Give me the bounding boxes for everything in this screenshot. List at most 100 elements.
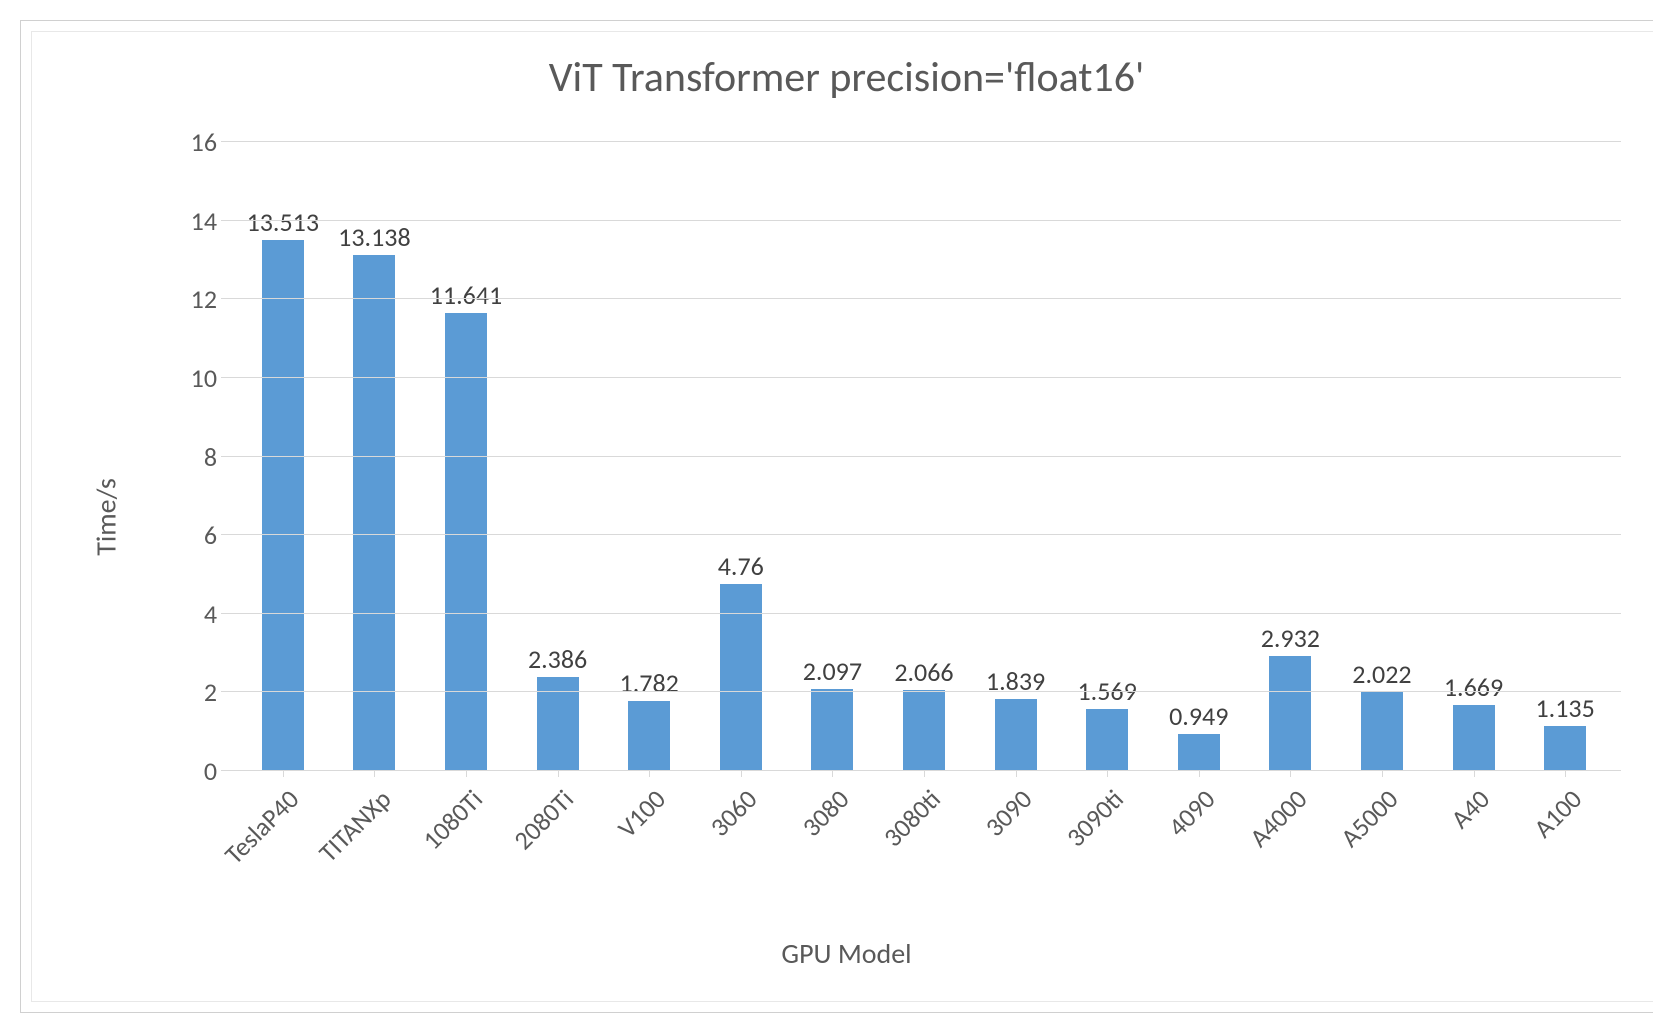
bar: 11.641 [445, 313, 487, 771]
y-tick-mark [221, 456, 227, 457]
y-tick-label: 6 [177, 519, 217, 551]
bar-slot: 13.138 [329, 142, 421, 771]
x-tick-mark [924, 771, 925, 777]
chart-container: ViT Transformer precision='float16' Time… [20, 20, 1653, 1013]
bar-slot: 1.569 [1061, 142, 1153, 771]
x-tick-mark [1565, 771, 1566, 777]
x-tick-mark [1107, 771, 1108, 777]
y-axis-label: Time/s [88, 478, 123, 556]
grid-line [227, 534, 1621, 535]
bar-value-label: 1.782 [620, 667, 679, 699]
bar: 1.569 [1086, 709, 1128, 771]
bar: 2.066 [903, 690, 945, 771]
x-category-label: A100 [1527, 783, 1588, 844]
x-axis-label: GPU Model [781, 936, 911, 971]
y-tick-label: 10 [177, 362, 217, 394]
y-tick-label: 4 [177, 598, 217, 630]
bar-slot: 13.513 [237, 142, 329, 771]
bar-slot: 2.386 [512, 142, 604, 771]
bar-slot: 1.782 [603, 142, 695, 771]
x-category-label: 3090ti [1060, 783, 1130, 853]
bar-value-label: 2.097 [803, 655, 862, 687]
x-category-label: TITANXp [312, 783, 397, 868]
y-tick-mark [221, 298, 227, 299]
grid-line [227, 456, 1621, 457]
x-category-label: A5000 [1334, 783, 1405, 854]
y-tick-mark [221, 534, 227, 535]
bar-value-label: 2.066 [894, 656, 953, 688]
x-category-label: A40 [1444, 783, 1496, 835]
grid-line [227, 298, 1621, 299]
y-tick-label: 8 [177, 441, 217, 473]
bar: 2.097 [811, 689, 853, 771]
y-tick-mark [221, 141, 227, 142]
x-tick-mark [1290, 771, 1291, 777]
bar-value-label: 2.022 [1352, 658, 1411, 690]
grid-line [227, 691, 1621, 692]
bar-value-label: 13.513 [247, 206, 319, 238]
bars-container: 13.51313.13811.6412.3861.7824.762.0972.0… [227, 142, 1621, 771]
x-category-label: 3060 [703, 783, 763, 843]
bar-value-label: 1.669 [1444, 671, 1503, 703]
bar-value-label: 13.138 [338, 221, 410, 253]
y-tick-label: 12 [177, 283, 217, 315]
x-tick-mark [283, 771, 284, 777]
x-tick-mark [741, 771, 742, 777]
bar-slot: 2.932 [1245, 142, 1337, 771]
x-tick-mark [558, 771, 559, 777]
bar-value-label: 0.949 [1169, 700, 1228, 732]
plot-wrapper: 13.51313.13811.6412.3861.7824.762.0972.0… [162, 142, 1621, 771]
x-category-label: 3090 [978, 783, 1038, 843]
bar-slot: 2.022 [1336, 142, 1428, 771]
plot-area: 13.51313.13811.6412.3861.7824.762.0972.0… [227, 142, 1621, 771]
bar-slot: 11.641 [420, 142, 512, 771]
bar-slot: 2.066 [878, 142, 970, 771]
bar-value-label: 4.76 [718, 550, 764, 582]
x-category-label: A4000 [1242, 783, 1313, 854]
x-category-label: 3080 [795, 783, 855, 843]
x-tick-mark [374, 771, 375, 777]
bar: 1.135 [1544, 726, 1586, 771]
x-tick-mark [1474, 771, 1475, 777]
grid-line [227, 377, 1621, 378]
x-category-label: 2080Ti [507, 783, 580, 856]
y-tick-label: 14 [177, 205, 217, 237]
bar-slot: 4.76 [695, 142, 787, 771]
x-category-label: 1080Ti [416, 783, 489, 856]
y-tick-mark [221, 613, 227, 614]
bar: 2.022 [1361, 692, 1403, 771]
bar-slot: 1.135 [1519, 142, 1611, 771]
bar: 0.949 [1178, 734, 1220, 771]
y-tick-label: 2 [177, 676, 217, 708]
bar-value-label: 2.932 [1261, 622, 1320, 654]
x-tick-mark [1382, 771, 1383, 777]
x-tick-mark [832, 771, 833, 777]
bar: 1.782 [628, 701, 670, 771]
x-tick-mark [1016, 771, 1017, 777]
y-tick-mark [221, 770, 227, 771]
x-category-label: TeslaP40 [218, 783, 305, 870]
chart-title: ViT Transformer precision='float16' [32, 32, 1653, 113]
x-tick-mark [1199, 771, 1200, 777]
y-tick-mark [221, 220, 227, 221]
bar-value-label: 11.641 [430, 279, 502, 311]
bar-value-label: 1.135 [1535, 692, 1594, 724]
bar-slot: 1.839 [970, 142, 1062, 771]
x-category-label: V100 [611, 783, 672, 844]
y-tick-label: 16 [177, 126, 217, 158]
grid-line [227, 141, 1621, 142]
y-tick-label: 0 [177, 755, 217, 787]
bar-value-label: 2.386 [528, 643, 587, 675]
bar: 13.138 [353, 255, 395, 771]
x-category-label: 3080ti [876, 783, 946, 853]
bar: 1.669 [1453, 705, 1495, 771]
x-tick-mark [649, 771, 650, 777]
y-tick-mark [221, 377, 227, 378]
chart-inner: ViT Transformer precision='float16' Time… [31, 31, 1653, 1002]
x-tick-mark [466, 771, 467, 777]
bar: 2.932 [1269, 656, 1311, 771]
bar-slot: 1.669 [1428, 142, 1520, 771]
y-tick-mark [221, 691, 227, 692]
bar-slot: 0.949 [1153, 142, 1245, 771]
grid-line [227, 613, 1621, 614]
